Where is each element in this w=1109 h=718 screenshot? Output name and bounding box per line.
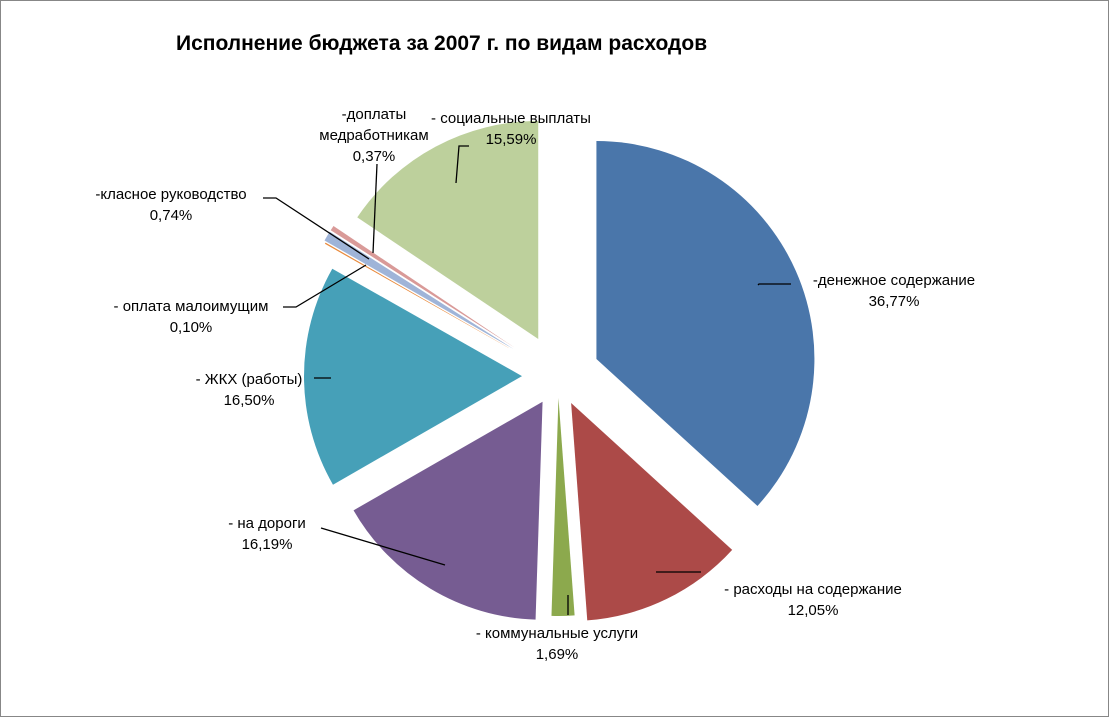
data-label-доплаты-медработникам: -доплаты медработникам 0,37% [319,106,428,165]
pie-slice-класное-руководство [324,231,514,350]
chart-title: Исполнение бюджета за 2007 г. по видам р… [176,32,707,55]
data-label-жкх-работы: - ЖКХ (работы) 16,50% [196,371,303,409]
leader-line-социальные-выплаты [455,145,469,184]
pie-slice-доплаты-медработникам [330,226,515,348]
data-label-денежное-содержание: -денежное содержание 36,77% [813,272,975,310]
leader-line-класное-руководство [263,197,370,260]
pie-slice-на-дороги [353,401,543,620]
pie-slice-коммунальные-услуги [551,398,575,616]
leader-line-доплаты-медработникам [372,163,378,254]
data-label-оплата-малоимущим: - оплата малоимущим 0,10% [114,298,269,336]
pie-slices [304,120,815,621]
pie-slice-расходы-на-содержание [571,402,733,621]
data-label-на-дороги: - на дороги 16,19% [228,515,306,553]
data-label-расходы-на-содержание: - расходы на содержание 12,05% [724,581,902,619]
pie-slice-денежное-содержание [596,141,815,506]
data-label-коммунальные-услуги: - коммунальные услуги 1,69% [476,625,638,663]
leader-line-денежное-содержание [757,283,791,286]
data-labels: -денежное содержание 36,77% - расходы на с… [95,106,975,663]
pie-slice-социальные-выплаты [357,120,539,339]
leader-line-на-дороги [320,527,446,566]
data-label-социальные-выплаты: - социальные выплаты 15,59% [431,110,591,148]
leader-lines [263,145,791,615]
leader-line-оплата-малоимущим [283,264,367,308]
pie-slice-оплата-малоимущим [324,242,515,352]
data-label-класное-руководство: -класное руководство 0,74% [95,186,246,224]
pie-slice-жкх-работы [304,268,522,485]
